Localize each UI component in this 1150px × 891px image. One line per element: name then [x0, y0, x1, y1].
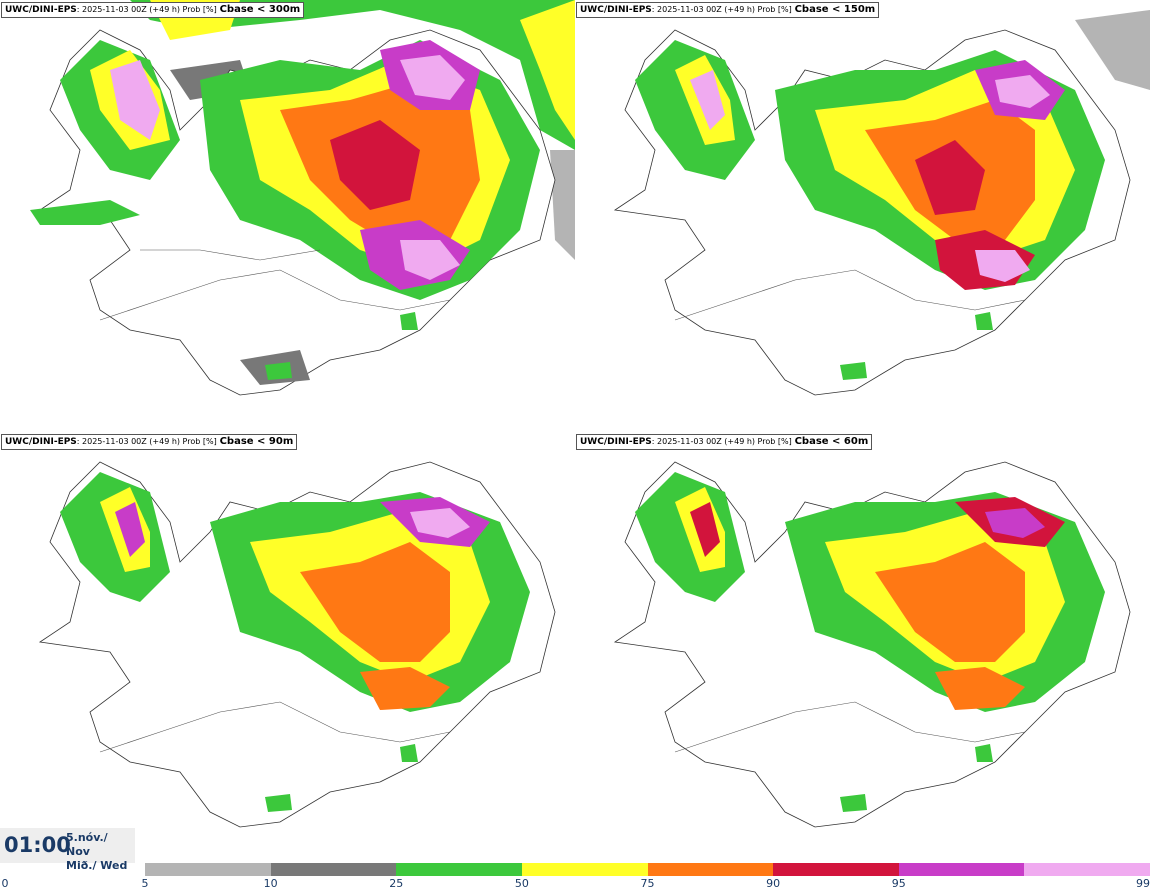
colorbar-segment	[145, 863, 271, 876]
colorbar-segment	[898, 863, 1025, 876]
valid-date: 5.nóv./ Nov Mið./ Wed	[66, 831, 135, 873]
colorbar-segment	[521, 863, 648, 876]
colorbar-tick-label: 50	[514, 877, 529, 890]
colorbar-tick-label: 10	[263, 877, 278, 890]
valid-time-box: 01:00 5.nóv./ Nov Mið./ Wed	[0, 828, 135, 872]
threshold-label: Cbase < 90m	[219, 436, 294, 447]
colorbar-tick-label: 0	[1, 877, 9, 890]
valid-time: 01:00	[4, 833, 71, 857]
map-panel-cbase-90m: UWC/DINI-EPS: 2025-11-03 00Z (+49 h) Pro…	[0, 432, 575, 864]
map-iceland-90m	[38, 461, 556, 828]
valid-date-line2: Mið./ Wed	[66, 859, 128, 872]
colorbar-tick-label: 75	[640, 877, 655, 890]
map-panel-cbase-60m: UWC/DINI-EPS: 2025-11-03 00Z (+49 h) Pro…	[575, 432, 1150, 864]
valid-date-line1: 5.nóv./ Nov	[66, 831, 108, 858]
map-iceland-60m	[613, 461, 1131, 828]
colorbar-segment	[773, 863, 899, 876]
model-name: UWC/DINI-EPS	[5, 437, 77, 447]
map-panel-cbase-300m: UWC/DINI-EPS: 2025-11-03 00Z (+49 h) Pro…	[0, 0, 575, 432]
colorbar-tick-label: 99	[1136, 877, 1150, 890]
run-info: : 2025-11-03 00Z (+49 h) Prob [%]	[76, 437, 217, 446]
panel-title: UWC/DINI-EPS: 2025-11-03 00Z (+49 h) Pro…	[576, 434, 873, 450]
map-iceland-300m	[30, 0, 575, 396]
panel-title: UWC/DINI-EPS: 2025-11-03 00Z (+49 h) Pro…	[1, 2, 305, 18]
map-panel-cbase-150m: UWC/DINI-EPS: 2025-11-03 00Z (+49 h) Pro…	[575, 0, 1150, 432]
run-info: : 2025-11-03 00Z (+49 h) Prob [%]	[651, 437, 792, 446]
threshold-label: Cbase < 300m	[219, 4, 301, 15]
run-info: : 2025-11-03 00Z (+49 h) Prob [%]	[651, 5, 792, 14]
colorbar-segment	[396, 863, 522, 876]
threshold-label: Cbase < 150m	[794, 4, 876, 15]
panel-title: UWC/DINI-EPS: 2025-11-03 00Z (+49 h) Pro…	[576, 2, 880, 18]
model-name: UWC/DINI-EPS	[5, 5, 77, 15]
colorbar-tick-label: 5	[141, 877, 149, 890]
colorbar-segment	[1024, 863, 1150, 876]
panel-title: UWC/DINI-EPS: 2025-11-03 00Z (+49 h) Pro…	[1, 434, 298, 450]
colorbar-tick-label: 90	[766, 877, 781, 890]
map-iceland-150m	[613, 10, 1150, 396]
probability-colorbar	[145, 863, 1150, 876]
threshold-label: Cbase < 60m	[794, 436, 869, 447]
run-info: : 2025-11-03 00Z (+49 h) Prob [%]	[76, 5, 217, 14]
model-name: UWC/DINI-EPS	[580, 5, 652, 15]
colorbar-tick-label: 25	[389, 877, 404, 890]
colorbar-segment	[647, 863, 774, 876]
model-name: UWC/DINI-EPS	[580, 437, 652, 447]
colorbar-tick-label: 95	[891, 877, 906, 890]
colorbar-segment	[270, 863, 397, 876]
